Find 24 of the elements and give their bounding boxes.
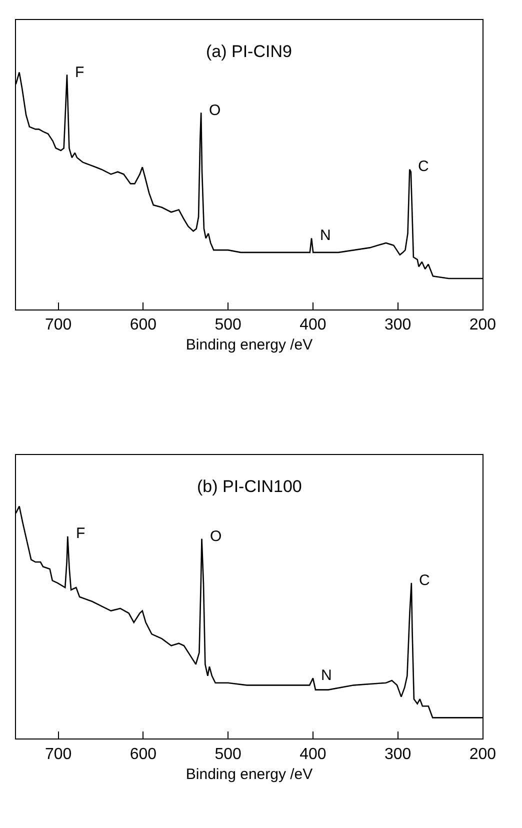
x-tick-label: 200 [469,746,496,763]
x-tick-label: 700 [44,746,72,763]
annotation: N [320,227,331,244]
x-axis-title: Binding energy /eV [186,766,313,783]
annotation: C [419,572,430,589]
x-tick-label: 500 [214,746,242,763]
x-tick-label: 500 [214,316,242,334]
annotation: C [418,158,429,175]
annotation: F [76,525,86,542]
x-axis-title: Binding energy /eV [186,336,313,354]
annotation: N [321,667,332,684]
x-tick-label: 400 [300,746,326,763]
x-tick-label: 300 [384,746,412,763]
annotation: O [209,102,221,119]
chart-title: (b) PI-CIN100 [197,477,302,496]
x-tick-label: 600 [130,746,157,763]
x-tick-label: 700 [44,316,72,334]
x-tick-label: 300 [384,316,412,334]
x-tick-label: 400 [300,316,326,334]
annotation: F [75,64,84,81]
x-tick-label: 600 [130,316,157,334]
chart-title: (a) PI-CIN9 [206,42,292,61]
x-tick-label: 200 [469,316,496,334]
annotation: O [210,528,222,545]
